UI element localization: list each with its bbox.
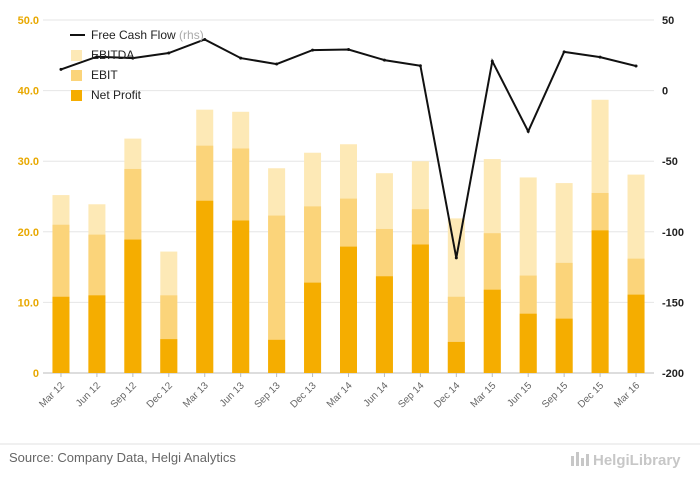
x-axis: Mar 12 Jun 12 Sep 12 Dec 12 Mar 13 Jun 13 Sep …	[37, 373, 642, 411]
bar-net-profit	[483, 289, 501, 373]
legend-swatch-net-profit	[71, 90, 82, 101]
free-cash-flow-point	[347, 48, 350, 52]
right-tick-label: -50	[662, 156, 678, 168]
free-cash-flow-point	[562, 50, 566, 54]
free-cash-flow-point	[634, 64, 638, 68]
x-tick-label: Mar 15	[469, 380, 499, 410]
right-tick-label: 0	[662, 86, 668, 98]
free-cash-flow-point	[526, 129, 530, 133]
legend: Free Cash Flow (rhs) EBITDA EBIT Net Pro…	[70, 28, 204, 102]
bar-net-profit	[627, 294, 645, 373]
bars	[52, 99, 645, 374]
x-tick-label: Sep 13	[253, 380, 283, 410]
legend-label-net-profit: Net Profit	[91, 88, 142, 102]
brand-name: HelgiLibrary	[593, 452, 681, 469]
left-tick-label: 20.0	[18, 227, 39, 239]
free-cash-flow-point	[239, 56, 243, 60]
right-tick-label: -150	[662, 297, 684, 309]
free-cash-flow-point	[59, 67, 63, 71]
right-tick-label: -100	[662, 227, 684, 239]
helgi-library-logo: HelgiLibrary	[571, 452, 681, 469]
bar-net-profit	[88, 295, 106, 373]
bar-net-profit	[268, 339, 286, 373]
x-tick-label: Dec 13	[288, 380, 318, 410]
free-cash-flow-point	[203, 37, 207, 41]
left-tick-label: 10.0	[18, 297, 39, 309]
logo-bar-icon	[571, 456, 574, 466]
right-tick-label: -200	[662, 368, 684, 380]
bar-net-profit	[124, 239, 142, 373]
bar-net-profit	[447, 341, 465, 373]
x-tick-label: Jun 14	[362, 380, 391, 409]
left-tick-label: 0	[33, 368, 39, 380]
x-tick-label: Dec 14	[432, 380, 462, 410]
bar-net-profit	[519, 313, 537, 373]
source-note: Source: Company Data, Helgi Analytics	[9, 450, 236, 465]
legend-swatch-ebit	[71, 70, 82, 81]
right-tick-label: 50	[662, 15, 674, 27]
legend-swatch-ebitda	[71, 50, 82, 61]
x-tick-label: Sep 12	[109, 380, 139, 410]
legend-label-free-cash-flow: Free Cash Flow (rhs)	[91, 28, 204, 42]
bar-net-profit	[160, 339, 178, 373]
legend-label-ebitda: EBITDA	[91, 48, 134, 62]
free-cash-flow-point	[167, 51, 171, 55]
x-tick-label: Mar 16	[612, 380, 642, 410]
bar-net-profit	[304, 282, 322, 373]
free-cash-flow-point	[418, 64, 422, 68]
bar-net-profit	[411, 244, 429, 373]
free-cash-flow-point	[275, 62, 279, 66]
x-tick-label: Dec 15	[576, 380, 606, 410]
right-axis: -200 -150 -100 -50 0 50	[662, 15, 684, 380]
x-tick-label: Mar 13	[181, 380, 211, 410]
x-tick-label: Sep 15	[540, 380, 570, 410]
left-tick-label: 40.0	[18, 86, 39, 98]
x-tick-label: Sep 14	[396, 380, 426, 410]
free-cash-flow-line-group	[59, 37, 638, 260]
free-cash-flow-point	[382, 58, 386, 62]
logo-bar-icon	[576, 452, 579, 466]
x-tick-label: Jun 13	[218, 380, 247, 409]
left-axis: 0 10.0 20.0 30.0 40.0 50.0	[18, 15, 39, 380]
free-cash-flow-point	[311, 48, 315, 52]
bar-net-profit	[232, 220, 250, 373]
free-cash-flow-point	[490, 59, 494, 63]
bar-net-profit	[375, 276, 393, 373]
x-tick-label: Dec 12	[145, 380, 175, 410]
left-tick-label: 30.0	[18, 156, 39, 168]
logo-bar-icon	[586, 454, 589, 466]
bar-net-profit	[340, 246, 357, 373]
bar-net-profit	[196, 200, 214, 373]
bar-ebit	[268, 215, 286, 373]
free-cash-flow-point	[95, 55, 99, 59]
left-tick-label: 50.0	[18, 15, 39, 27]
free-cash-flow-point	[454, 256, 458, 260]
legend-label-ebit: EBIT	[91, 68, 118, 82]
free-cash-flow-point	[131, 56, 135, 60]
x-tick-label: Jun 12	[74, 380, 103, 409]
x-tick-label: Mar 12	[37, 380, 67, 410]
x-tick-label: Mar 14	[325, 380, 355, 410]
free-cash-flow-point	[598, 55, 602, 59]
logo-bar-icon	[581, 458, 584, 466]
x-tick-label: Jun 15	[505, 380, 534, 409]
bar-net-profit	[555, 318, 573, 373]
bar-net-profit	[591, 230, 609, 373]
bar-net-profit	[52, 296, 70, 373]
